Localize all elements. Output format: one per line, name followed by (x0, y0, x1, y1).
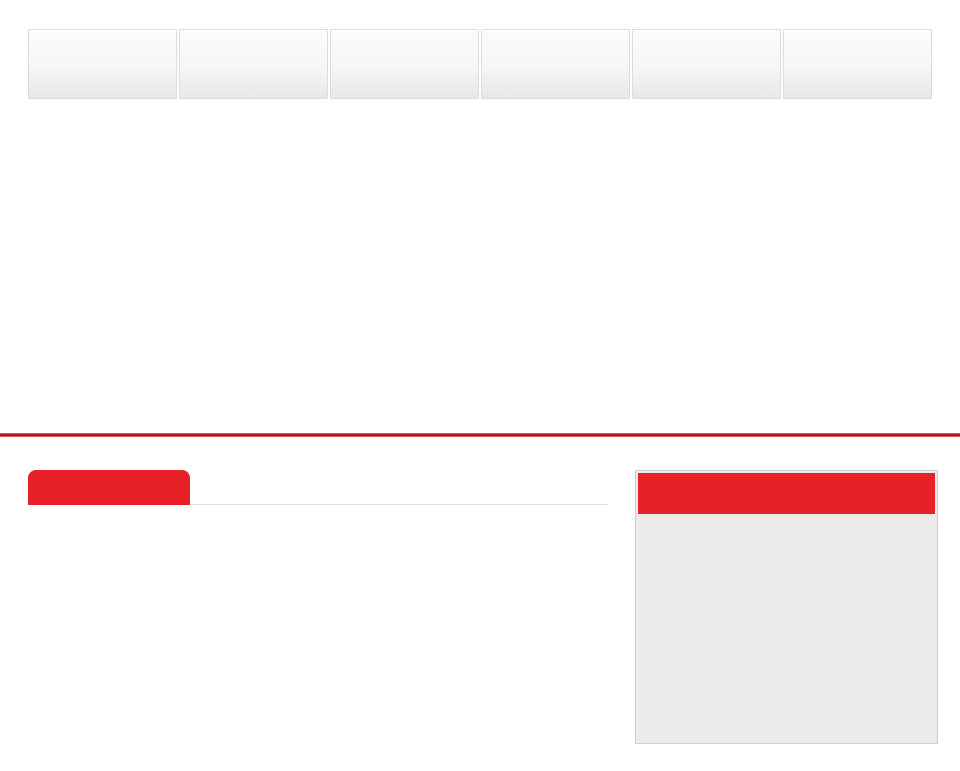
sidebar-box (635, 470, 938, 744)
nav-tab-6[interactable] (783, 29, 932, 99)
sidebar-header (638, 473, 935, 514)
nav-tab-3[interactable] (330, 29, 479, 99)
nav-tab-2[interactable] (179, 29, 328, 99)
nav-tab-1[interactable] (28, 29, 177, 99)
section-tab[interactable] (28, 470, 190, 505)
sidebar-body (636, 514, 937, 742)
nav-tab-5[interactable] (632, 29, 781, 99)
red-divider-rule (0, 433, 960, 437)
nav-tab-4[interactable] (481, 29, 630, 99)
top-navbar (28, 29, 932, 99)
section-underline (28, 504, 608, 505)
